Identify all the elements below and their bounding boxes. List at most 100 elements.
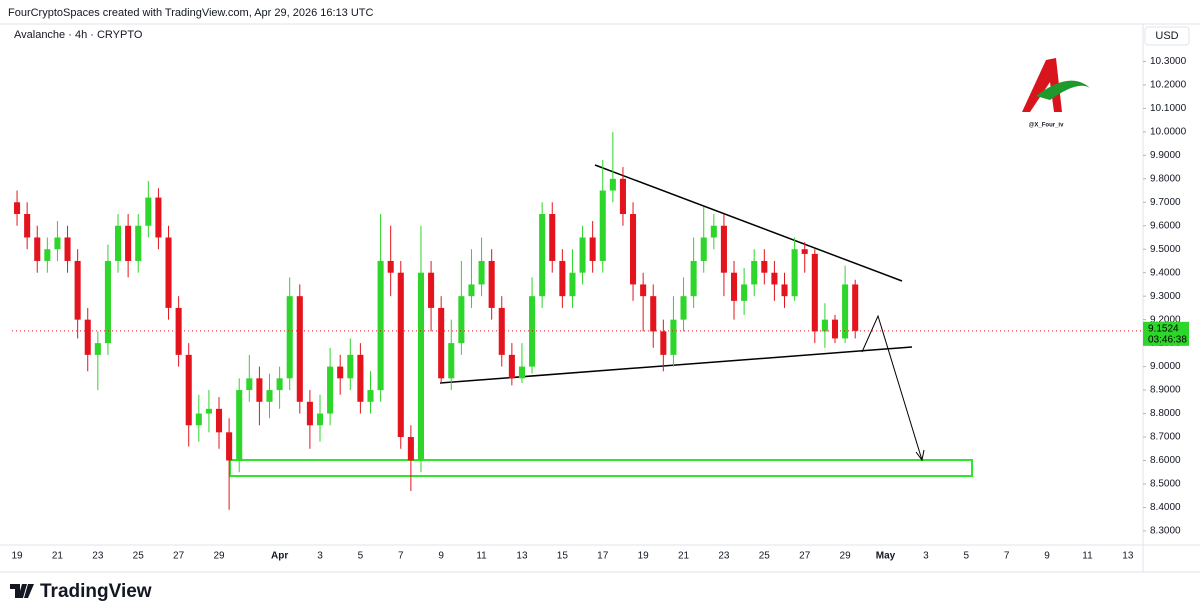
y-tick-label: 8.5000 [1150, 479, 1181, 490]
candle-body [145, 197, 152, 226]
x-tick-label: Apr [271, 551, 288, 562]
y-tick-label: 8.4000 [1150, 502, 1181, 513]
candle-body [650, 296, 657, 332]
x-tick-label: 5 [964, 551, 970, 562]
candle-body [296, 296, 303, 402]
x-tick-label: 3 [317, 551, 323, 562]
x-tick-label: 21 [678, 551, 690, 562]
x-tick-label: 3 [923, 551, 929, 562]
y-tick-label: 8.3000 [1150, 526, 1181, 537]
candle-body [831, 319, 839, 339]
candle-body [619, 178, 626, 215]
candle-body [205, 408, 212, 414]
candle-body [165, 237, 172, 308]
header-text: FourCryptoSpaces created with TradingVie… [8, 7, 373, 19]
candle-body [387, 260, 394, 273]
candle-body [741, 284, 748, 301]
candle-body [852, 284, 859, 331]
x-tick-label: 29 [213, 551, 225, 562]
x-tick-label: 23 [718, 551, 730, 562]
candle-body [559, 260, 566, 297]
candle-body [680, 296, 687, 320]
brand-text: TradingView [40, 581, 152, 602]
candle-body [488, 260, 495, 308]
candle-body [569, 272, 576, 297]
projection-arrow [861, 314, 923, 461]
candle-body [24, 214, 31, 238]
candle-body [135, 225, 142, 261]
y-tick-label: 8.9000 [1150, 385, 1181, 396]
currency-box[interactable] [1144, 26, 1190, 46]
candle-body [327, 366, 334, 414]
x-tick-label: 13 [516, 551, 528, 562]
y-tick-label: 9.4000 [1150, 267, 1181, 278]
x-tick-label: 15 [557, 551, 569, 562]
x-tick-label: 17 [597, 551, 609, 562]
x-tick-label: 7 [398, 551, 404, 562]
last-price-box [1143, 321, 1189, 346]
candle-body [498, 307, 505, 355]
candle-body [801, 249, 808, 254]
candle-body [549, 214, 556, 261]
candle-body [94, 343, 101, 355]
x-tick-label: 27 [173, 551, 185, 562]
y-tick-label: 9.9000 [1150, 150, 1181, 161]
candle-body [468, 284, 475, 297]
candle-body [640, 284, 647, 297]
y-tick-label: 9.8000 [1150, 173, 1181, 184]
candle-body [529, 296, 536, 367]
candle-body [195, 413, 202, 426]
candle-body [256, 378, 263, 402]
candle-body [155, 197, 162, 238]
watermark-text: @X_Four_iv [1029, 123, 1065, 129]
candle-body [54, 237, 61, 250]
arrow-head [915, 449, 925, 462]
candle-body [74, 260, 81, 320]
candle-body [34, 237, 41, 261]
candle-body [539, 214, 546, 297]
candle-body [458, 296, 465, 344]
candle-body [478, 260, 485, 285]
candle-body [821, 319, 828, 332]
x-tick-label: 13 [1122, 551, 1134, 562]
x-tick-label: 21 [52, 551, 64, 562]
x-tick-label: 11 [1082, 551, 1093, 562]
candle-body [579, 237, 586, 273]
candle-body [316, 413, 324, 426]
candle-body [115, 225, 122, 261]
candle-body [347, 354, 354, 379]
watermark-logo: @X_Four_iv [1022, 58, 1090, 129]
candle-body [236, 390, 243, 461]
last-price-label: 9.1524 [1148, 323, 1179, 334]
y-tick-label: 10.1000 [1150, 103, 1187, 114]
candle-body [84, 319, 91, 355]
candle-body [266, 390, 273, 402]
candle-body [226, 432, 233, 461]
candle-body [215, 408, 223, 433]
candle-body [730, 272, 738, 301]
candle-body [811, 253, 818, 332]
candle-body [761, 260, 768, 273]
candle-body [791, 249, 798, 297]
candle-body [417, 272, 425, 461]
currency-label: USD [1155, 30, 1178, 42]
x-tick-label: 27 [799, 551, 811, 562]
candle-body [286, 296, 293, 379]
candle-body [781, 284, 788, 297]
y-tick-label: 8.7000 [1150, 432, 1181, 443]
candle-body [771, 272, 778, 285]
candle-body [185, 354, 192, 426]
candle-body [246, 378, 253, 391]
x-tick-label: 11 [476, 551, 487, 562]
x-tick-label: 25 [133, 551, 145, 562]
candle-body [276, 378, 283, 391]
candle-body [357, 354, 364, 402]
y-tick-label: 9.0000 [1150, 361, 1181, 372]
x-tick-label: 7 [1004, 551, 1010, 562]
y-tick-label: 9.3000 [1150, 291, 1181, 302]
y-tick-label: 10.0000 [1150, 126, 1187, 137]
candle-body [428, 272, 435, 308]
y-tick-label: 9.7000 [1150, 197, 1181, 208]
candle-body [306, 401, 313, 426]
